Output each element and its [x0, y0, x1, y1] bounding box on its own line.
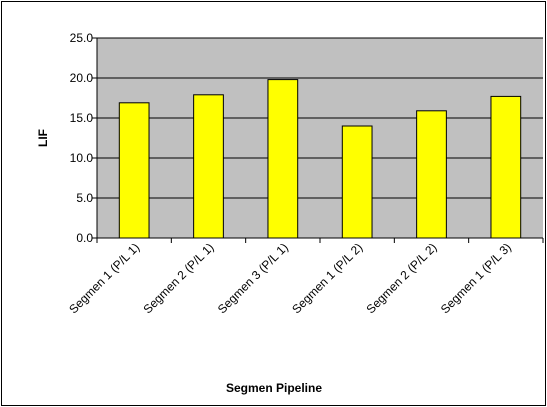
bar — [193, 94, 224, 239]
bar — [416, 110, 447, 239]
y-tick-label: 20.0 — [70, 71, 94, 85]
bar — [490, 95, 522, 239]
x-tick-label: Segmen 1 (P/L 1) — [66, 240, 142, 316]
y-tick-label: 0.0 — [76, 231, 93, 245]
bars — [118, 79, 522, 239]
x-tick-label: Segmen 1 (P/L 2) — [289, 240, 365, 316]
bar — [118, 102, 150, 239]
y-tick-label: 5.0 — [76, 191, 93, 205]
y-tick-label: 25.0 — [70, 31, 94, 45]
x-axis-title: Segmen Pipeline — [226, 381, 322, 395]
bar — [267, 79, 299, 239]
x-tick-label: Segmen 1 (P/L 3) — [438, 240, 514, 316]
y-tick-label: 10.0 — [70, 151, 94, 165]
y-tick-label: 15.0 — [70, 111, 94, 125]
bar — [341, 125, 373, 239]
x-tick-label: Segmen 2 (P/L 1) — [141, 240, 217, 316]
x-tick-label: Segmen 3 (P/L 1) — [215, 240, 291, 316]
x-tick-label: Segmen 2 (P/L 2) — [364, 240, 440, 316]
plot-area — [97, 38, 543, 238]
x-axis-ticks: Segmen 1 (P/L 1)Segmen 2 (P/L 1)Segmen 3… — [66, 238, 544, 316]
y-axis-title: LIF — [36, 129, 50, 147]
